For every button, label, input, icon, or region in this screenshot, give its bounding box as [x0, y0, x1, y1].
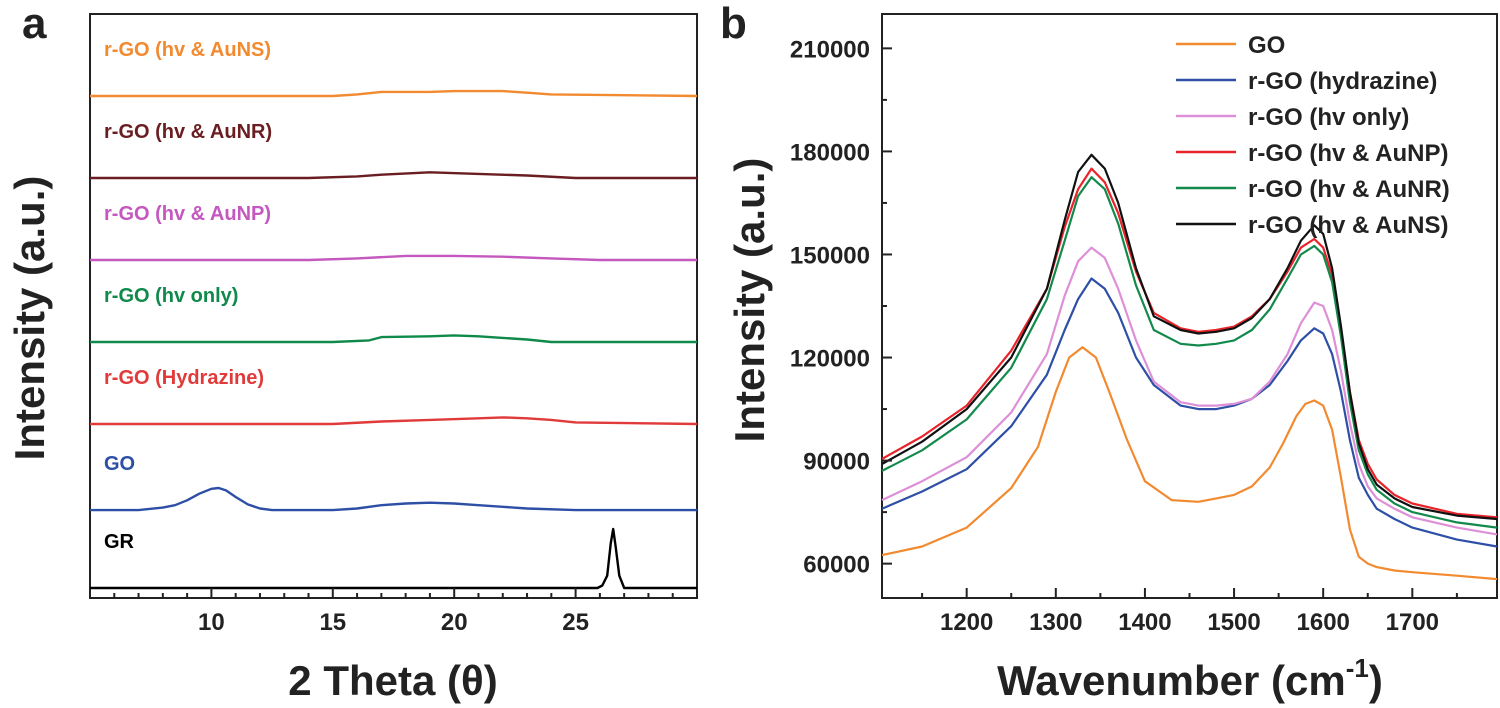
- panel-a-label-r-go-hv-only: r-GO (hv only): [104, 285, 238, 307]
- panel-b-series-go: [881, 346, 1498, 581]
- panel-b-x-tick-label-1300: 1300: [1029, 609, 1082, 636]
- panel-a-x-axis-label: 2 Theta (θ): [288, 657, 497, 704]
- legend-label-r-go-hv-auns: r-GO (hv & AuNS): [1248, 212, 1448, 239]
- panel-a-label-r-go-hv-auns: r-GO (hv & AuNS): [104, 39, 271, 61]
- panel-a-label-r-go-hv-aunr: r-GO (hv & AuNR): [104, 121, 272, 143]
- panel-b-x-axis-label: Wavenumber (cm-1): [997, 653, 1383, 704]
- panel-a-frame: [89, 13, 698, 599]
- legend-label-r-go-hv-aunp: r-GO (hv & AuNP): [1248, 140, 1448, 167]
- panel-b-y-axis-label: Intensity (a.u.): [726, 158, 773, 443]
- panel-a-label-r-go-hydrazine: r-GO (Hydrazine): [104, 367, 264, 389]
- panel-b-label: b: [720, 0, 747, 48]
- panel-a-series-group: [90, 89, 698, 590]
- panel-b-x-tick-label-1600: 1600: [1297, 609, 1350, 636]
- panel-a-x-tick-label-25: 25: [562, 609, 589, 636]
- panel-b-legend: GO r-GO (hydrazine) r-GO (hv only) r-GO (hv…: [1176, 32, 1450, 239]
- panel-b-y-tick-label-120000: 120000: [790, 346, 870, 373]
- panel-b-x-tick-label-1500: 1500: [1207, 609, 1260, 636]
- panel-a-series-r-go-hydrazine: [90, 416, 698, 426]
- panel-b-series-r-go-hv-aunr: [881, 176, 1498, 529]
- panel-b-frame: [881, 13, 1498, 599]
- panel-a-label-r-go-hv-aunp: r-GO (hv & AuNP): [104, 203, 271, 225]
- panel-b-y-tick-label-150000: 150000: [790, 242, 870, 269]
- panel-a-x-ticks: 10 15 20 25: [89, 588, 698, 636]
- panel-b-x-axis-label-main: Wavenumber (cm: [997, 657, 1346, 704]
- panel-a-series-gr: [90, 527, 697, 590]
- panel-b-y-tick-label-180000: 180000: [790, 139, 870, 166]
- panel-b-x-tick-label-1700: 1700: [1386, 609, 1439, 636]
- panel-a: a GR GO r-GO (Hydrazine) r-GO (hv only) r-GO…: [6, 0, 698, 704]
- panel-a-label: a: [22, 0, 47, 48]
- panel-a-x-tick-label-20: 20: [441, 609, 468, 636]
- panel-b-series-r-go-hv-auns: [881, 153, 1498, 521]
- panel-b-series-r-go-hv-only: [881, 246, 1498, 536]
- panel-a-series-labels: GR GO r-GO (Hydrazine) r-GO (hv only) r-GO (…: [104, 39, 272, 553]
- panel-b-series-group: [881, 153, 1498, 581]
- panel-a-series-r-go-hv-auns: [90, 89, 698, 98]
- panel-b: b 1200 1300 1400 1500 1600 170060000900001200…: [720, 0, 1498, 704]
- panel-b-x-axis-label-superscript: -1: [1346, 653, 1369, 683]
- legend-label-r-go-hydrazine: r-GO (hydrazine): [1248, 68, 1437, 95]
- panel-b-x-tick-label-1400: 1400: [1118, 609, 1171, 636]
- panel-a-series-r-go-hv-only: [90, 334, 697, 344]
- panel-a-series-r-go-hv-aunp: [90, 254, 697, 262]
- panel-a-series-go: [90, 486, 697, 512]
- panel-b-series-r-go-hv-aunp: [881, 167, 1498, 519]
- legend-label-r-go-hv-aunr: r-GO (hv & AuNR): [1248, 176, 1450, 203]
- panel-a-label-gr: GR: [104, 531, 135, 553]
- panel-a-label-go: GO: [104, 453, 135, 475]
- panel-a-series-r-go-hv-aunr: [90, 171, 697, 180]
- panel-a-x-tick-label-15: 15: [319, 609, 346, 636]
- panel-b-plot-area: [881, 13, 1498, 599]
- panel-a-x-tick-label-10: 10: [198, 609, 225, 636]
- panel-b-y-tick-label-90000: 90000: [803, 449, 870, 476]
- panel-a-plot-area: [89, 13, 698, 599]
- panel-b-x-tick-label-1200: 1200: [940, 609, 993, 636]
- panel-b-x-axis-label-close: ): [1369, 657, 1383, 704]
- panel-b-series-r-go-hydrazine: [881, 277, 1498, 548]
- panel-a-y-axis-label: Intensity (a.u.): [6, 176, 53, 461]
- panel-b-ticks: 1200 1300 1400 1500 1600 1700 60000 90000 120000…: [790, 36, 1458, 636]
- panel-b-y-tick-label-60000: 60000: [803, 552, 870, 579]
- legend-label-go: GO: [1248, 32, 1285, 59]
- panel-b-y-tick-label-210000: 210000: [790, 36, 870, 63]
- legend-label-r-go-hv-only: r-GO (hv only): [1248, 104, 1409, 131]
